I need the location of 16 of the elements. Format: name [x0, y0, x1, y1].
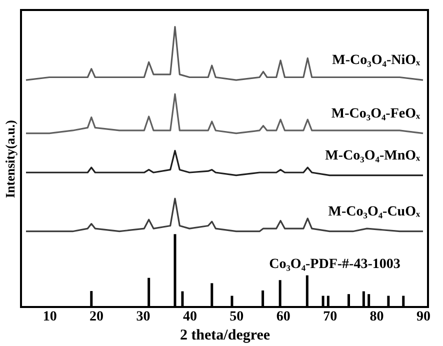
x-tick-label: 80 — [370, 310, 384, 324]
x-tick-label: 70 — [323, 310, 338, 324]
x-axis-title: 2 theta/degree — [180, 328, 270, 344]
x-tick-label: 30 — [136, 310, 150, 324]
x-tick-label: 60 — [276, 310, 290, 324]
y-axis-title: Intensity(a.u.) — [2, 120, 18, 198]
series-label: Co₃O₄-PDF-#-43-1003 — [269, 256, 400, 272]
series-label: M-Co₃O₄-CuOₓ — [328, 204, 421, 220]
series-label: M-Co₃O₄-MnOₓ — [325, 148, 421, 164]
series-label: M-Co₃O₄-NiOₓ — [332, 53, 421, 68]
x-tick-label: 50 — [230, 310, 244, 324]
x-tick-label: 20 — [90, 310, 104, 324]
series-label: M-Co₃O₄-FeOₓ — [331, 106, 421, 122]
x-tick-label: 40 — [182, 310, 197, 324]
x-tick-label: 10 — [42, 310, 57, 324]
x-tick-label: 90 — [416, 310, 430, 324]
